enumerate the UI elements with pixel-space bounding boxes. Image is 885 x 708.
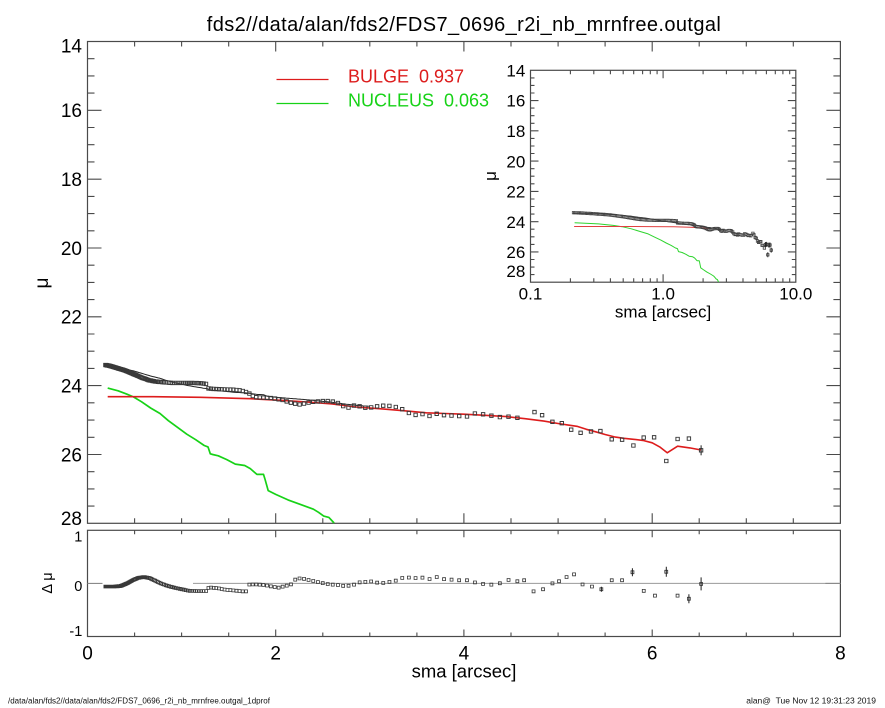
- svg-text:24: 24: [61, 377, 83, 398]
- svg-text:NUCLEUS 0.063: NUCLEUS 0.063: [348, 91, 489, 111]
- svg-text:6: 6: [647, 644, 658, 665]
- svg-text:14: 14: [61, 37, 83, 58]
- svg-text:20: 20: [61, 239, 82, 260]
- svg-text:28: 28: [61, 509, 82, 530]
- svg-text:14: 14: [506, 62, 525, 81]
- svg-text:16: 16: [506, 92, 525, 111]
- svg-text:8: 8: [835, 644, 846, 665]
- svg-text:26: 26: [61, 445, 82, 466]
- svg-text:-1: -1: [69, 624, 82, 640]
- svg-text:26: 26: [506, 243, 525, 262]
- svg-text:alan@ Tue Nov 12 19:31:23 201: alan@ Tue Nov 12 19:31:23 2019: [746, 696, 876, 706]
- svg-text:10.0: 10.0: [779, 285, 812, 304]
- svg-text:20: 20: [506, 152, 525, 171]
- svg-text:4: 4: [459, 644, 470, 665]
- svg-text:sma [arcsec]: sma [arcsec]: [412, 661, 517, 682]
- svg-text:μ: μ: [32, 278, 53, 289]
- svg-text:22: 22: [61, 308, 82, 329]
- svg-text:μ: μ: [481, 171, 500, 181]
- svg-text:1.0: 1.0: [651, 285, 675, 304]
- svg-text:1: 1: [74, 529, 82, 545]
- svg-text:BULGE 0.937: BULGE 0.937: [348, 67, 464, 87]
- svg-text:/data/alan/fds2//data/alan/fds: /data/alan/fds2//data/alan/fds2/FDS7_069…: [8, 697, 271, 706]
- svg-text:2: 2: [270, 644, 281, 665]
- svg-text:28: 28: [506, 262, 525, 281]
- svg-text:0: 0: [74, 579, 82, 595]
- svg-text:0.1: 0.1: [519, 285, 543, 304]
- svg-text:fds2//data/alan/fds2/FDS7_0696: fds2//data/alan/fds2/FDS7_0696_r2i_nb_mr…: [207, 14, 721, 36]
- svg-text:Δ μ: Δ μ: [40, 572, 56, 593]
- svg-text:16: 16: [61, 101, 82, 122]
- svg-text:22: 22: [506, 183, 525, 202]
- svg-text:18: 18: [61, 170, 82, 191]
- svg-text:24: 24: [506, 213, 525, 232]
- svg-text:sma [arcsec]: sma [arcsec]: [615, 303, 711, 322]
- svg-text:18: 18: [506, 122, 525, 141]
- svg-text:0: 0: [82, 644, 93, 665]
